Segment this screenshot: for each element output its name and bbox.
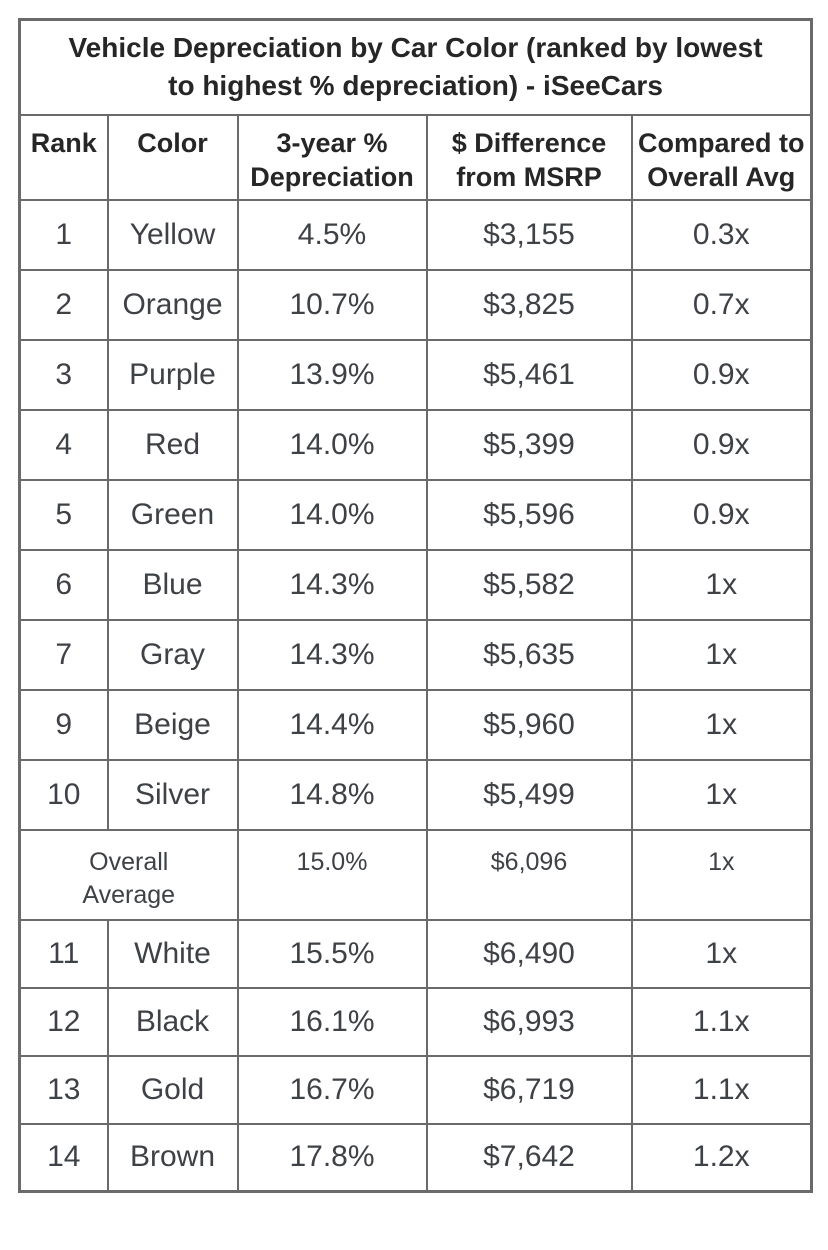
color-cell: Blue [106, 548, 239, 621]
difference-cell: $5,635 [425, 618, 633, 691]
compared-cell: 1x [630, 828, 813, 921]
depreciation-cell: 10.7% [236, 268, 428, 341]
rank-cell: 2 [18, 268, 109, 341]
color-cell: Red [106, 408, 239, 481]
color-cell: Gold [106, 1054, 239, 1125]
depreciation-cell: 14.3% [236, 548, 428, 621]
rank-cell: 5 [18, 478, 109, 551]
table-row: 13 Gold 16.7% $6,719 1.1x [18, 1054, 813, 1125]
depreciation-cell: 16.1% [236, 986, 428, 1057]
color-cell: Brown [106, 1122, 239, 1193]
difference-cell: $5,960 [425, 688, 633, 761]
rank-cell: 3 [18, 338, 109, 411]
depreciation-cell: 14.0% [236, 478, 428, 551]
color-cell: Green [106, 478, 239, 551]
difference-cell: $6,993 [425, 986, 633, 1057]
average-label-cell: Overall Average [18, 828, 239, 921]
col-header-difference: $ Difference from MSRP [425, 113, 633, 201]
difference-cell: $3,825 [425, 268, 633, 341]
compared-cell: 0.3x [630, 198, 813, 271]
difference-cell: $6,490 [425, 918, 633, 989]
difference-cell: $7,642 [425, 1122, 633, 1193]
rank-cell: 10 [18, 758, 109, 831]
difference-cell: $6,719 [425, 1054, 633, 1125]
rank-cell: 11 [18, 918, 109, 989]
depreciation-cell: 15.0% [236, 828, 428, 921]
table-title: Vehicle Depreciation by Car Color (ranke… [18, 18, 813, 116]
table-row: 14 Brown 17.8% $7,642 1.2x [18, 1122, 813, 1193]
table-row: 3 Purple 13.9% $5,461 0.9x [18, 338, 813, 411]
rank-cell: 9 [18, 688, 109, 761]
col-header-color: Color [106, 113, 239, 201]
rank-cell: 6 [18, 548, 109, 621]
table-row: 1 Yellow 4.5% $3,155 0.3x [18, 198, 813, 271]
compared-cell: 0.9x [630, 408, 813, 481]
difference-cell: $5,582 [425, 548, 633, 621]
compared-cell: 0.7x [630, 268, 813, 341]
depreciation-cell: 17.8% [236, 1122, 428, 1193]
table-row: 6 Blue 14.3% $5,582 1x [18, 548, 813, 621]
rank-cell: 12 [18, 986, 109, 1057]
compared-cell: 0.9x [630, 478, 813, 551]
header-row: Rank Color 3-year % Depreciation $ Diffe… [18, 113, 813, 201]
depreciation-cell: 14.0% [236, 408, 428, 481]
color-cell: Gray [106, 618, 239, 691]
compared-cell: 1x [630, 548, 813, 621]
compared-cell: 1x [630, 918, 813, 989]
color-cell: White [106, 918, 239, 989]
table-row: 10 Silver 14.8% $5,499 1x [18, 758, 813, 831]
rank-cell: 14 [18, 1122, 109, 1193]
rank-cell: 4 [18, 408, 109, 481]
depreciation-cell: 4.5% [236, 198, 428, 271]
table-row: 5 Green 14.0% $5,596 0.9x [18, 478, 813, 551]
difference-cell: $5,461 [425, 338, 633, 411]
depreciation-cell: 14.8% [236, 758, 428, 831]
difference-cell: $5,499 [425, 758, 633, 831]
table-row: 2 Orange 10.7% $3,825 0.7x [18, 268, 813, 341]
col-header-compared: Compared to Overall Avg [630, 113, 813, 201]
color-cell: Orange [106, 268, 239, 341]
depreciation-cell: 16.7% [236, 1054, 428, 1125]
compared-cell: 1.1x [630, 986, 813, 1057]
rank-cell: 13 [18, 1054, 109, 1125]
overall-average-row: Overall Average 15.0% $6,096 1x [18, 828, 813, 921]
depreciation-cell: 14.4% [236, 688, 428, 761]
color-cell: Black [106, 986, 239, 1057]
compared-cell: 1.1x [630, 1054, 813, 1125]
compared-cell: 1.2x [630, 1122, 813, 1193]
difference-cell: $3,155 [425, 198, 633, 271]
color-cell: Beige [106, 688, 239, 761]
rank-cell: 7 [18, 618, 109, 691]
difference-cell: $5,596 [425, 478, 633, 551]
table-row: 11 White 15.5% $6,490 1x [18, 918, 813, 989]
table-row: 4 Red 14.0% $5,399 0.9x [18, 408, 813, 481]
rank-cell: 1 [18, 198, 109, 271]
title-row: Vehicle Depreciation by Car Color (ranke… [18, 18, 813, 116]
difference-cell: $6,096 [425, 828, 633, 921]
col-header-depreciation: 3-year % Depreciation [236, 113, 428, 201]
depreciation-cell: 15.5% [236, 918, 428, 989]
compared-cell: 1x [630, 758, 813, 831]
col-header-rank: Rank [18, 113, 109, 201]
color-cell: Silver [106, 758, 239, 831]
table-row: 12 Black 16.1% $6,993 1.1x [18, 986, 813, 1057]
compared-cell: 1x [630, 618, 813, 691]
difference-cell: $5,399 [425, 408, 633, 481]
table-row: 7 Gray 14.3% $5,635 1x [18, 618, 813, 691]
depreciation-table: Vehicle Depreciation by Car Color (ranke… [18, 18, 814, 1193]
compared-cell: 1x [630, 688, 813, 761]
table-row: 9 Beige 14.4% $5,960 1x [18, 688, 813, 761]
depreciation-cell: 14.3% [236, 618, 428, 691]
depreciation-cell: 13.9% [236, 338, 428, 411]
color-cell: Yellow [106, 198, 239, 271]
color-cell: Purple [106, 338, 239, 411]
compared-cell: 0.9x [630, 338, 813, 411]
